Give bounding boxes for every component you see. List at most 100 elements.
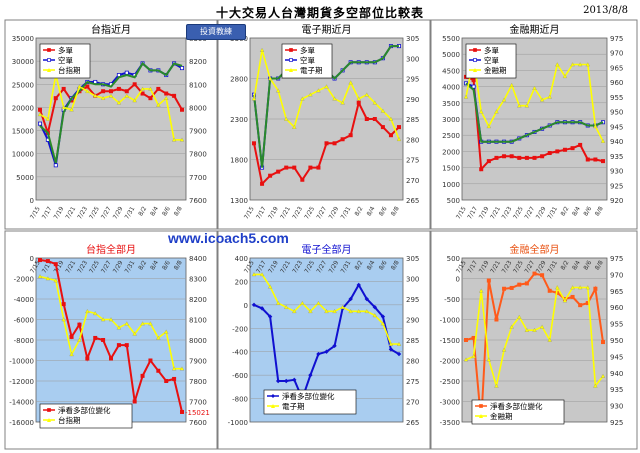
- data-point: [502, 154, 507, 159]
- y2-tick-label: 7700: [189, 399, 207, 407]
- data-point: [532, 327, 537, 332]
- y2-tick-label: 965: [610, 288, 623, 296]
- y-tick-label: -500: [444, 296, 460, 304]
- data-point: [316, 88, 321, 93]
- y2-tick-label: 970: [610, 271, 623, 279]
- data-point: [486, 124, 492, 129]
- y-tick-label: 0: [30, 255, 34, 263]
- legend-marker: [479, 414, 483, 418]
- y2-tick-label: 940: [610, 370, 623, 378]
- data-point: [148, 358, 153, 363]
- y-tick-label: 400: [235, 255, 248, 263]
- data-point: [555, 149, 560, 154]
- data-point: [100, 317, 106, 322]
- y-tick-label: -3000: [440, 399, 460, 407]
- data-point: [148, 96, 153, 101]
- legend-label: 金融期: [490, 411, 513, 421]
- y-tick-label: 2300: [230, 116, 248, 124]
- data-point: [356, 96, 361, 101]
- data-point: [532, 271, 537, 276]
- data-point: [562, 147, 567, 152]
- y-tick-label: -400: [232, 349, 248, 357]
- data-point: [267, 76, 273, 81]
- data-point: [108, 93, 114, 98]
- x-tick-label: 8/2: [137, 259, 148, 271]
- data-point: [38, 121, 43, 126]
- data-point: [380, 125, 385, 130]
- data-point: [300, 96, 305, 101]
- data-point: [37, 112, 43, 117]
- x-tick-label: 8/4: [149, 205, 160, 217]
- data-point: [275, 88, 281, 93]
- y2-tick-label: 945: [610, 353, 623, 361]
- data-point: [37, 274, 43, 279]
- end-value-label: -15021: [185, 409, 210, 417]
- data-point: [570, 146, 575, 151]
- data-point: [316, 165, 321, 170]
- data-point: [101, 337, 106, 342]
- data-point: [109, 89, 114, 94]
- legend-box: [471, 399, 565, 425]
- data-point: [85, 356, 90, 361]
- data-point: [308, 372, 313, 378]
- site-url[interactable]: www.icoach5.com: [168, 230, 289, 246]
- y2-tick-label: 7700: [189, 174, 207, 182]
- data-point: [332, 308, 337, 314]
- x-tick-label: 8/2: [354, 259, 365, 271]
- y2-tick-label: 8200: [189, 296, 207, 304]
- data-point: [267, 314, 273, 319]
- y-tick-label: 30000: [12, 58, 34, 66]
- legend-label: 空單: [58, 55, 73, 65]
- data-point: [53, 262, 58, 267]
- y2-tick-label: 270: [406, 399, 419, 407]
- y2-tick-label: 285: [406, 116, 419, 124]
- data-point: [502, 286, 507, 291]
- chart-title: 電子全部月: [302, 243, 352, 256]
- legend-marker: [47, 48, 51, 52]
- data-point: [601, 159, 606, 164]
- data-point: [348, 296, 353, 302]
- y-tick-label: 35000: [12, 35, 34, 43]
- data-point: [93, 335, 98, 340]
- y2-tick-label: 950: [610, 109, 623, 117]
- x-tick-label: 8/4: [571, 205, 582, 217]
- y2-tick-label: 935: [610, 386, 623, 394]
- y2-tick-label: 265: [406, 197, 419, 205]
- y2-tick-label: 295: [406, 296, 419, 304]
- data-point: [164, 378, 169, 383]
- y2-tick-label: 920: [610, 197, 623, 205]
- y2-tick-label: 8200: [189, 58, 207, 66]
- data-point: [179, 107, 184, 112]
- legend-label: 台指期: [58, 415, 81, 425]
- data-point: [494, 317, 499, 322]
- y2-tick-label: 7900: [189, 358, 207, 366]
- data-point: [300, 177, 305, 182]
- data-point: [140, 373, 145, 378]
- y2-tick-label: 925: [610, 182, 623, 190]
- y-tick-label: -2500: [440, 378, 460, 386]
- data-point: [478, 109, 484, 114]
- data-point: [494, 155, 499, 160]
- data-point: [116, 325, 122, 330]
- y2-tick-label: 290: [406, 96, 419, 104]
- data-point: [494, 109, 499, 114]
- y2-tick-label: 8400: [189, 255, 207, 263]
- data-point: [156, 102, 161, 107]
- data-point: [372, 313, 378, 318]
- y2-tick-label: 7600: [189, 197, 207, 205]
- data-point: [251, 272, 257, 277]
- data-point: [53, 96, 58, 101]
- y2-tick-label: 275: [406, 378, 419, 386]
- chart-title: 電子期近月: [302, 23, 352, 36]
- y-tick-label: -1000: [228, 419, 248, 427]
- y2-tick-label: 925: [610, 419, 623, 427]
- data-point: [509, 324, 514, 329]
- data-point: [471, 78, 476, 83]
- data-point: [308, 165, 313, 170]
- data-point: [259, 306, 265, 311]
- y-tick-label: 1000: [442, 181, 460, 189]
- logo: 投資教練: [186, 24, 246, 40]
- data-point: [292, 377, 297, 383]
- data-point: [92, 93, 98, 98]
- data-point: [77, 322, 82, 327]
